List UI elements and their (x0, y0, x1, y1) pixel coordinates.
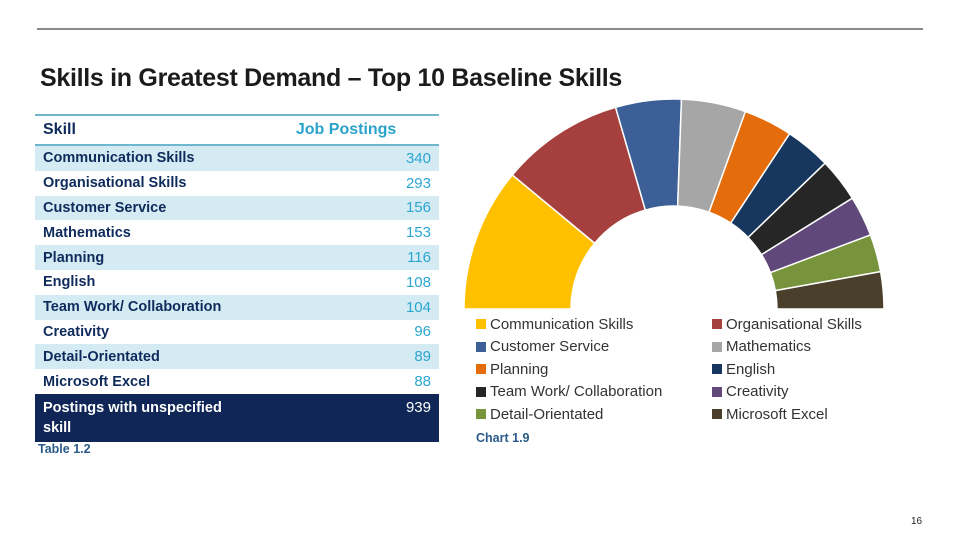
legend-swatch (476, 364, 486, 375)
legend-item: Customer Service (476, 338, 712, 357)
row-postings: 108 (405, 273, 431, 291)
row-skill: Communication Skills (35, 145, 288, 171)
row-postings: 88 (414, 373, 431, 391)
row-postings: 156 (287, 195, 439, 221)
legend-swatch (476, 409, 486, 420)
summary-value: 939 (287, 393, 439, 442)
slide-title: Skills in Greatest Demand – Top 10 Basel… (40, 64, 622, 92)
half-donut-chart (463, 98, 885, 310)
table-row: Team Work/ Collaboration 104 (35, 294, 439, 320)
legend-item: Creativity (712, 383, 896, 402)
legend-swatch (712, 364, 722, 375)
legend-item: Communication Skills (476, 315, 712, 334)
summary-label: Postings with unspecified skill (35, 393, 288, 442)
legend-item: English (712, 360, 896, 379)
table-row: Microsoft Excel 88 (35, 369, 439, 394)
legend-item: Detail-Orientated (476, 405, 712, 424)
legend-label: Communication Skills (490, 315, 634, 333)
legend-swatch (712, 386, 722, 397)
row-skill: Creativity (43, 323, 110, 340)
table-row: Creativity 96 (35, 320, 439, 345)
skills-table: Skill Job Postings Communication Skills … (35, 114, 439, 442)
row-skill: Planning (35, 245, 288, 270)
row-skill: Customer Service (35, 195, 288, 221)
slice-microsoft-excel (774, 270, 885, 310)
row-skill: Team Work/ Collaboration (35, 294, 288, 320)
summary-label-line1: Postings with unspecified (43, 399, 222, 416)
legend-label: Organisational Skills (726, 315, 862, 333)
header-job-postings: Job Postings (295, 121, 397, 138)
legend-label: Customer Service (490, 338, 610, 356)
legend-label: English (726, 360, 776, 378)
table-row: Organisational Skills 293 (35, 171, 439, 196)
legend-label: Detail-Orientated (490, 405, 604, 423)
row-postings: 116 (287, 245, 439, 270)
row-postings: 340 (287, 145, 439, 171)
legend-label: Team Work/ Collaboration (490, 383, 663, 401)
legend-swatch (476, 386, 486, 397)
legend-swatch (712, 409, 722, 420)
summary-row: Postings with unspecified skill 939 (35, 393, 439, 442)
row-skill: Microsoft Excel (43, 373, 151, 390)
legend-label: Microsoft Excel (726, 405, 828, 423)
table-header-row: Skill Job Postings (35, 115, 439, 145)
legend-swatch (712, 319, 722, 330)
legend-swatch (712, 341, 722, 352)
chart-caption: Chart 1.9 (476, 431, 530, 445)
table-row: Mathematics 153 (35, 220, 439, 245)
summary-label-line2: skill (43, 419, 72, 436)
page-number: 16 (911, 516, 923, 527)
table-caption: Table 1.2 (38, 442, 91, 456)
legend-swatch (476, 319, 486, 330)
row-postings: 153 (405, 224, 431, 242)
legend-label: Mathematics (726, 338, 812, 356)
legend-swatch (476, 341, 486, 352)
legend-item: Mathematics (712, 338, 896, 357)
chart-slices (463, 98, 885, 310)
row-skill: Organisational Skills (43, 175, 187, 192)
table-row: English 108 (35, 270, 439, 295)
table-row: Detail-Orientated 89 (35, 344, 439, 370)
row-skill: English (43, 274, 96, 291)
table-row: Planning 116 (35, 245, 439, 270)
legend-label: Creativity (726, 383, 789, 401)
legend-item: Team Work/ Collaboration (476, 383, 712, 402)
chart-legend: Communication Skills Organisational Skill… (476, 315, 896, 424)
row-skill: Mathematics (43, 224, 131, 241)
table-row: Customer Service 156 (35, 195, 439, 221)
legend-item: Organisational Skills (712, 315, 896, 334)
legend-label: Planning (490, 360, 549, 378)
legend-item: Microsoft Excel (712, 405, 896, 424)
row-postings: 89 (287, 344, 439, 370)
header-skill: Skill (43, 121, 76, 138)
row-postings: 293 (405, 174, 431, 192)
top-divider (37, 28, 923, 30)
row-skill: Detail-Orientated (35, 344, 288, 370)
row-postings: 104 (287, 294, 439, 320)
legend-item: Planning (476, 360, 712, 379)
row-postings: 96 (414, 323, 431, 341)
table-row: Communication Skills 340 (35, 145, 439, 171)
